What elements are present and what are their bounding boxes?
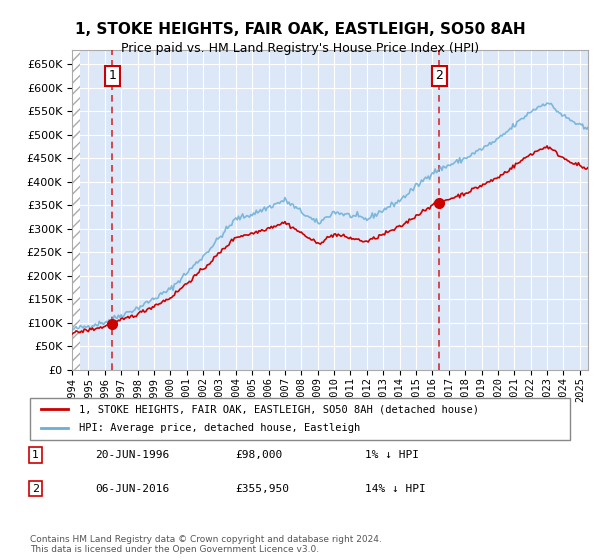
- Text: 2: 2: [32, 484, 39, 493]
- Bar: [72, 50, 80, 370]
- Text: 2: 2: [436, 69, 443, 82]
- Text: £98,000: £98,000: [235, 450, 283, 460]
- Text: 1, STOKE HEIGHTS, FAIR OAK, EASTLEIGH, SO50 8AH: 1, STOKE HEIGHTS, FAIR OAK, EASTLEIGH, S…: [74, 22, 526, 38]
- Text: £355,950: £355,950: [235, 484, 289, 493]
- Text: 14% ↓ HPI: 14% ↓ HPI: [365, 484, 425, 493]
- Text: 06-JUN-2016: 06-JUN-2016: [95, 484, 169, 493]
- Text: 1: 1: [32, 450, 39, 460]
- Text: HPI: Average price, detached house, Eastleigh: HPI: Average price, detached house, East…: [79, 423, 360, 433]
- Text: 1, STOKE HEIGHTS, FAIR OAK, EASTLEIGH, SO50 8AH (detached house): 1, STOKE HEIGHTS, FAIR OAK, EASTLEIGH, S…: [79, 404, 479, 414]
- Bar: [72, 50, 80, 370]
- FancyBboxPatch shape: [30, 398, 570, 440]
- Text: Price paid vs. HM Land Registry's House Price Index (HPI): Price paid vs. HM Land Registry's House …: [121, 42, 479, 55]
- Text: Contains HM Land Registry data © Crown copyright and database right 2024.
This d: Contains HM Land Registry data © Crown c…: [30, 535, 382, 554]
- Text: 20-JUN-1996: 20-JUN-1996: [95, 450, 169, 460]
- Text: 1: 1: [109, 69, 116, 82]
- Text: 1% ↓ HPI: 1% ↓ HPI: [365, 450, 419, 460]
